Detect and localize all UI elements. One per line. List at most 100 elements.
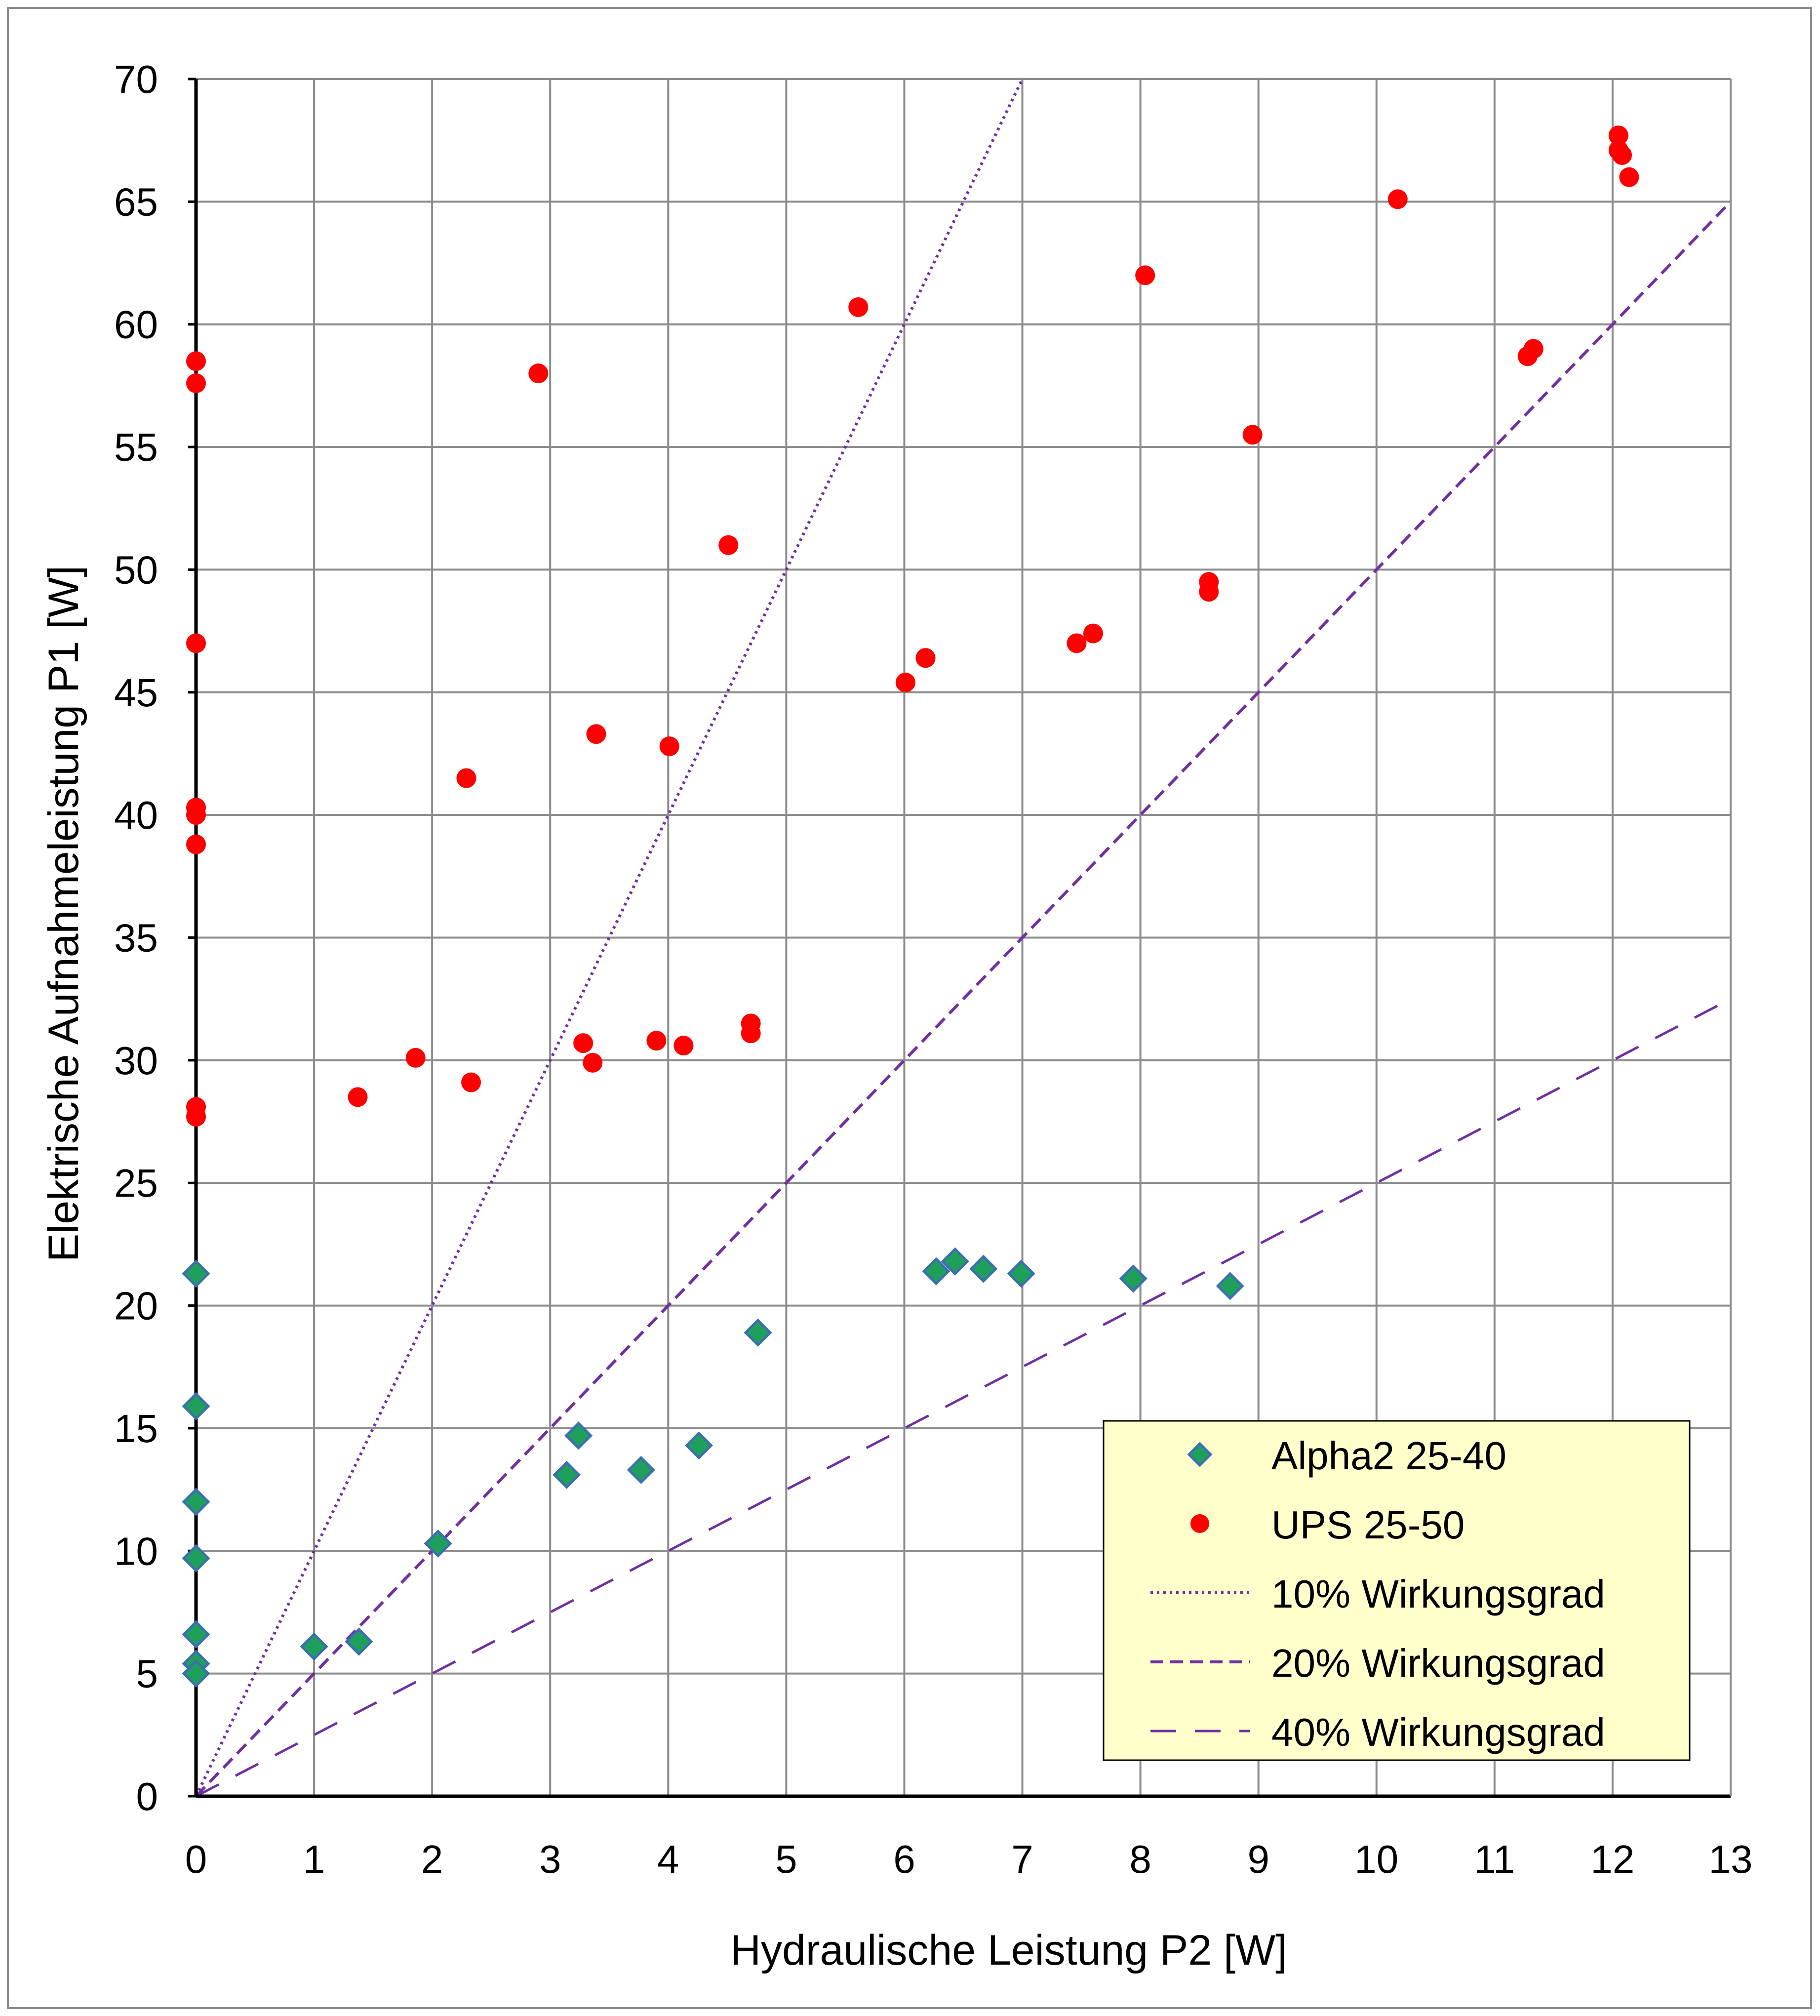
data-points [182,125,1639,1688]
ups-point [659,736,679,757]
ups-point [1619,167,1639,187]
legend-label: UPS 25-50 [1271,1503,1464,1547]
y-tick-label: 45 [114,671,158,715]
ups-point [583,1052,603,1073]
y-tick-label: 0 [136,1774,158,1818]
ups-point [186,351,206,371]
alpha2-point [627,1455,655,1484]
ups-point [1067,633,1087,653]
efficiency-lines [195,78,1732,1798]
ups-point [848,297,869,317]
legend-label: 40% Wirkungsgrad [1271,1710,1605,1754]
alpha2-point [182,1259,210,1288]
alpha2-point [941,1247,969,1276]
alpha2-point [969,1254,998,1283]
legend-label: 20% Wirkungsgrad [1271,1641,1605,1685]
ups-point [646,1031,667,1051]
y-tick-label: 55 [114,425,158,469]
ups-point [405,1048,426,1068]
x-tick-label: 13 [1709,1837,1753,1881]
ups-point [186,805,206,825]
legend-marker-alpha2 [1187,1442,1213,1467]
alpha2-point [553,1460,581,1489]
alpha2-point [182,1392,210,1420]
x-tick-label: 5 [775,1837,797,1881]
alpha2-point [182,1620,210,1649]
x-tick-label: 8 [1129,1837,1151,1881]
alpha2-point [922,1257,950,1286]
x-tick-label: 12 [1590,1837,1634,1881]
alpha2-point [300,1632,328,1661]
alpha2-point [564,1421,593,1450]
y-tick-label: 25 [114,1161,158,1205]
ups-point [461,1072,481,1092]
x-tick-label: 1 [303,1837,325,1881]
alpha2-point [684,1431,713,1460]
ups-point [456,768,476,788]
alpha2-point [182,1488,210,1516]
y-tick-label: 20 [114,1284,158,1328]
ups-point [718,535,739,555]
x-tick-label: 4 [657,1837,679,1881]
ups-point [586,724,606,744]
alpha2-point [1216,1272,1244,1300]
y-tick-label: 60 [114,303,158,347]
grid [196,78,1732,1796]
y-tick-label: 35 [114,916,158,960]
efficiency-line [195,78,1024,1797]
ups-point [1199,582,1219,602]
alpha2-point [182,1544,210,1572]
ups-point [573,1033,593,1053]
ups-point [741,1023,761,1044]
alpha2-point [1007,1259,1035,1288]
y-tick-label: 10 [114,1529,158,1573]
x-tick-label: 0 [185,1837,207,1881]
ups-point [348,1087,368,1107]
ups-point [186,373,206,393]
legend-marker-ups [1190,1514,1209,1533]
alpha2-point [424,1529,452,1558]
legend-label: Alpha2 25-40 [1271,1434,1506,1478]
legend: Alpha2 25-40 UPS 25-50 10% Wirkungsgrad 20%… [1103,1420,1691,1761]
ups-point [186,834,206,854]
ups-point [186,633,206,653]
ups-point [1612,145,1632,165]
alpha2-point [182,1659,210,1688]
efficiency-line [195,998,1732,1798]
ups-point [1242,425,1263,445]
y-axis-title: Elektrische Aufnahmeleistung P1 [W] [40,565,87,1262]
y-tick-label: 50 [114,548,158,592]
ups-point [673,1036,694,1056]
x-tick-label: 2 [421,1837,443,1881]
ups-point [1135,265,1155,285]
alpha2-point [1119,1264,1147,1293]
ups-point [1608,125,1628,146]
ups-point [1387,189,1408,209]
alpha2-point [345,1627,373,1656]
y-tick-label: 65 [114,180,158,224]
ups-point [1083,623,1103,644]
x-tick-label: 11 [1474,1837,1515,1881]
legend-box [1103,1420,1691,1761]
x-tick-label: 6 [893,1837,915,1881]
x-tick-label: 9 [1247,1837,1269,1881]
x-axis-title: Hydraulische Leistung P2 [W] [730,1927,1287,1974]
ups-point [895,672,915,692]
x-tick-label: 7 [1011,1837,1033,1881]
tick-labels: 0 1 2 3 4 5 6 7 8 9 10 11 12 130510152025303540455055… [114,57,1752,1881]
x-tick-label: 3 [539,1837,561,1881]
efficiency-line [195,201,1732,1798]
alpha2-point [744,1318,772,1347]
y-tick-label: 15 [114,1407,158,1451]
ups-point [528,363,549,384]
ups-point [186,1107,206,1127]
y-tick-label: 30 [114,1039,158,1083]
x-tick-label: 10 [1354,1837,1398,1881]
y-tick-label: 40 [114,793,158,837]
y-tick-label: 5 [136,1652,158,1696]
legend-label: 10% Wirkungsgrad [1271,1572,1605,1616]
y-tick-label: 70 [114,57,158,101]
ups-point [915,648,936,668]
ups-point [1523,339,1543,359]
